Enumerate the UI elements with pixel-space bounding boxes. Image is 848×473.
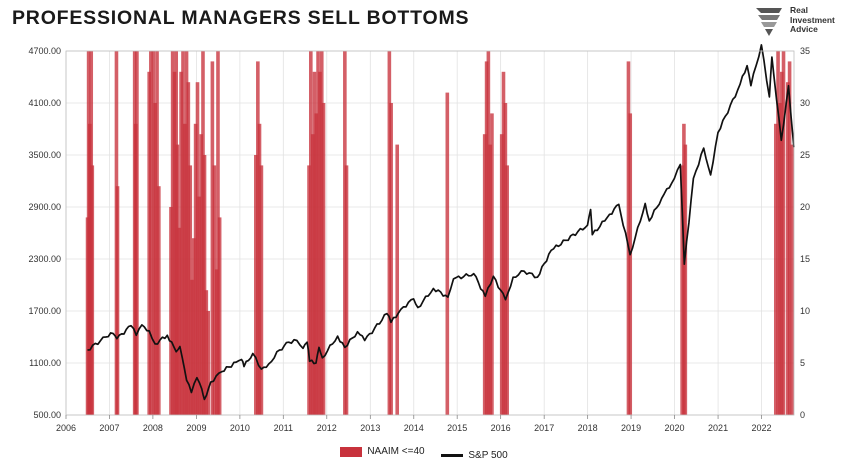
- y-right-tick-label: 5: [800, 358, 805, 368]
- naaim-bar: [90, 165, 95, 415]
- naaim-bar: [344, 165, 349, 415]
- y-left-tick-label: 500.00: [33, 410, 61, 420]
- y-left-tick-label: 4100.00: [28, 98, 61, 108]
- logo-line: Real: [790, 5, 808, 15]
- y-axis-right: 35 30 25 20 15 10 5 0: [800, 46, 810, 420]
- naaim-bar: [389, 103, 393, 415]
- chart-title: PROFESSIONAL MANAGERS SELL BOTTOMS: [12, 7, 470, 29]
- x-tick-label: 2011: [274, 423, 293, 433]
- legend-swatch-sp500: [441, 453, 464, 457]
- naaim-bar: [157, 186, 161, 415]
- x-tick-label: 2020: [664, 423, 684, 433]
- y-left-tick-label: 1100.00: [29, 358, 61, 368]
- y-left-tick-label: 2900.00: [28, 202, 61, 212]
- legend-swatch-naaim: [340, 446, 363, 457]
- naaim-bar: [175, 144, 180, 415]
- naaim-bar: [257, 123, 262, 416]
- naaim-bar: [321, 103, 326, 415]
- naaim-bars: [85, 51, 794, 416]
- y-right-tick-label: 30: [800, 98, 810, 108]
- naaim-bar: [501, 71, 506, 416]
- naaim-bar: [186, 82, 191, 415]
- naaim-bar: [115, 186, 120, 415]
- y-right-tick-label: 35: [800, 46, 810, 56]
- y-axis-left: 4700.00 4100.00 3500.00 2900.00 2300.00 1700.…: [28, 46, 61, 420]
- x-tick-label: 2006: [56, 423, 76, 433]
- x-tick-label: 2013: [360, 423, 380, 433]
- naaim-bar: [259, 165, 264, 415]
- naaim-bar: [210, 61, 215, 416]
- naaim-bar: [217, 217, 222, 415]
- naaim-bar: [202, 155, 207, 415]
- eagle-icon: [756, 8, 782, 36]
- x-tick-label: 2015: [447, 423, 467, 433]
- legend-label-naaim: NAAIM <=40: [367, 446, 425, 457]
- naaim-bar: [135, 51, 139, 415]
- y-left-tick-label: 1700.00: [28, 306, 61, 316]
- x-tick-label: 2019: [621, 423, 641, 433]
- logo-text: Real Investment Advice: [790, 5, 835, 35]
- legend-item-naaim: NAAIM <=40: [340, 446, 425, 457]
- naaim-bar: [787, 61, 792, 416]
- x-tick-label: 2009: [186, 423, 206, 433]
- naaim-bar: [490, 113, 494, 416]
- y-right-tick-label: 0: [800, 410, 805, 420]
- logo-line: Investment: [790, 14, 835, 25]
- y-right-tick-label: 10: [800, 306, 810, 316]
- naaim-bar: [212, 165, 217, 415]
- x-tick-label: 2012: [317, 423, 337, 433]
- y-left-tick-label: 4700.00: [28, 46, 61, 56]
- naaim-bar: [445, 92, 450, 415]
- x-tick-label: 2007: [99, 423, 119, 433]
- x-tick-label: 2014: [404, 423, 424, 433]
- naaim-bar: [628, 113, 633, 416]
- naaim-bar: [254, 155, 258, 415]
- y-right-tick-label: 20: [800, 202, 810, 212]
- naaim-bar: [193, 123, 198, 416]
- logo: Real Investment Advice: [752, 4, 844, 40]
- x-tick-label: 2016: [491, 423, 511, 433]
- sp500-line: [87, 44, 795, 401]
- x-tick-label: 2017: [534, 423, 554, 433]
- naaim-bar: [197, 196, 202, 415]
- naaim-bar: [482, 134, 487, 415]
- y-left-tick-label: 3500.00: [28, 150, 61, 160]
- legend: NAAIM <=40 S&P 500: [0, 446, 848, 461]
- naaim-bar: [206, 311, 211, 415]
- y-left-tick-label: 2300.00: [28, 254, 61, 264]
- naaim-bar: [309, 51, 313, 415]
- naaim-bar: [316, 51, 320, 415]
- naaim-bar: [395, 144, 400, 415]
- naaim-bar: [149, 51, 153, 415]
- naaim-bar: [776, 51, 780, 415]
- naaim-bar: [683, 144, 688, 415]
- naaim-bar: [179, 71, 183, 416]
- naaim-bar: [153, 103, 157, 415]
- legend-item-sp500: S&P 500: [441, 449, 508, 461]
- x-tick-label: 2021: [708, 423, 728, 433]
- logo-line: Advice: [790, 24, 818, 34]
- naaim-bar: [505, 165, 509, 415]
- x-tick-label: 2018: [578, 423, 598, 433]
- x-tick-label: 2008: [143, 423, 163, 433]
- naaim-bar: [204, 290, 209, 415]
- x-tick-label: 2022: [751, 423, 771, 433]
- y-right-tick-label: 15: [800, 254, 810, 264]
- legend-label-sp500: S&P 500: [468, 449, 508, 461]
- naaim-bar: [790, 144, 794, 415]
- naaim-bar: [773, 123, 778, 416]
- x-axis: 2006 2007 2008 2009 2010 2011 2012 2013 2014 2015…: [56, 415, 772, 433]
- naaim-bar: [170, 51, 175, 415]
- naaim-bar: [781, 51, 786, 415]
- x-tick-label: 2010: [230, 423, 250, 433]
- y-right-tick-label: 25: [800, 150, 810, 160]
- plot-frame: [65, 50, 795, 416]
